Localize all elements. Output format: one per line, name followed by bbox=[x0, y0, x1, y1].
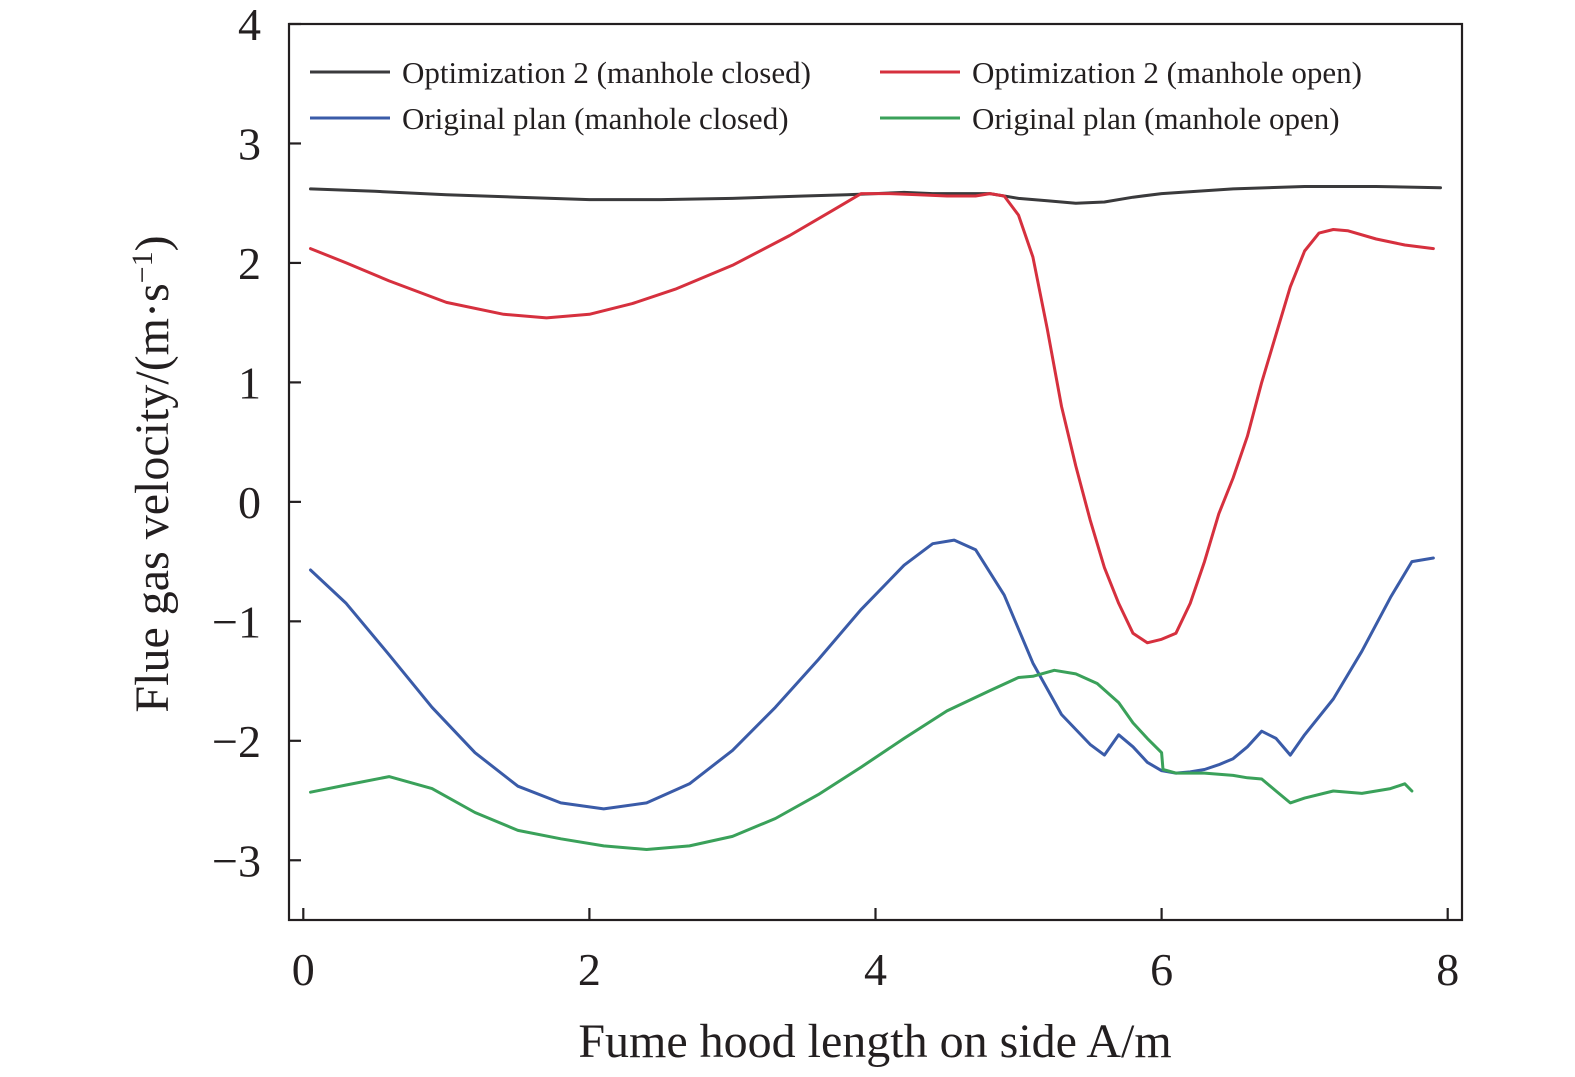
y-tick-label: 1 bbox=[238, 357, 261, 408]
series-line-2 bbox=[309, 192, 1435, 645]
series-line-4 bbox=[309, 668, 1414, 851]
y-tick-label: −3 bbox=[212, 835, 261, 886]
y-tick-label: −1 bbox=[212, 596, 261, 647]
x-tick-label: 6 bbox=[1150, 944, 1173, 995]
axis-ticks: 0 2 4 6 8 4 3 2 1 0 −1 −2 −3 bbox=[212, 0, 1459, 995]
x-tick-label: 4 bbox=[864, 944, 887, 995]
legend-label-3: Original plan (manhole closed) bbox=[402, 101, 789, 136]
legend-label-1: Optimization 2 (manhole closed) bbox=[402, 55, 811, 90]
y-tick-label: −2 bbox=[212, 716, 261, 767]
y-tick-label: 4 bbox=[238, 0, 261, 50]
legend-label-4: Original plan (manhole open) bbox=[972, 101, 1340, 136]
legend-label-2: Optimization 2 (manhole open) bbox=[972, 55, 1362, 90]
plot-frame bbox=[287, 22, 1464, 922]
y-axis-title-superscript: −1 bbox=[126, 251, 159, 283]
y-axis-title-close: ) bbox=[126, 235, 179, 251]
y-axis-title: Flue gas velocity/(m·s−1) bbox=[126, 235, 180, 712]
y-axis-title-main: Flue gas velocity/(m·s bbox=[126, 283, 179, 712]
series-line-1 bbox=[309, 185, 1442, 205]
x-tick-label: 8 bbox=[1436, 944, 1459, 995]
y-tick-label: 0 bbox=[238, 477, 261, 528]
x-tick-label: 2 bbox=[578, 944, 601, 995]
x-tick-label: 0 bbox=[292, 944, 315, 995]
legend: Optimization 2 (manhole closed) Optimizat… bbox=[310, 55, 1362, 136]
series-line-3 bbox=[309, 538, 1435, 811]
x-axis-title: Fume hood length on side A/m bbox=[578, 1015, 1171, 1068]
y-tick-label: 3 bbox=[238, 118, 261, 169]
series-lines bbox=[309, 185, 1442, 851]
y-tick-label: 2 bbox=[238, 238, 261, 289]
